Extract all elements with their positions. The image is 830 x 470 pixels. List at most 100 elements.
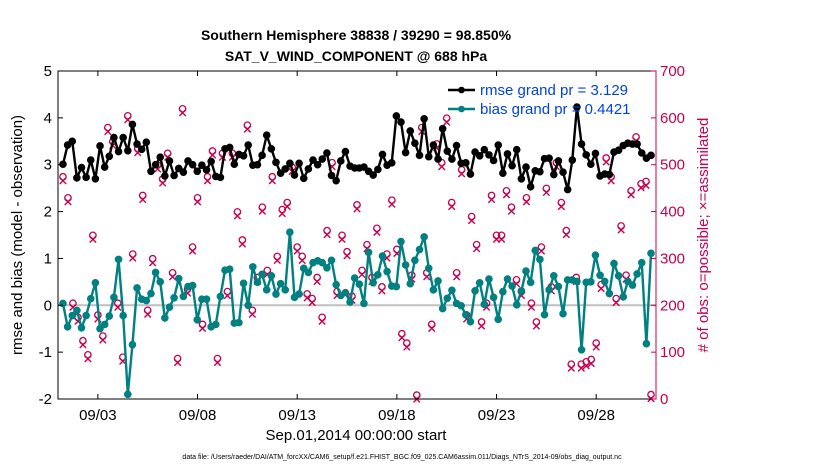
bias-series-point	[531, 246, 540, 255]
rmse-series-point	[193, 167, 202, 176]
bias-series-point	[462, 310, 470, 319]
bias-series-point	[526, 278, 535, 287]
assimilated-obs-marker	[587, 359, 595, 368]
bias-series-point	[545, 286, 553, 294]
rmse-series-point	[77, 163, 86, 172]
bias-series-point	[614, 271, 623, 280]
bias-series-point	[202, 295, 211, 303]
rmse-series-point	[374, 165, 382, 174]
bias-series-point	[119, 311, 127, 320]
y-tick-label: 4	[44, 110, 52, 127]
y-tick-label: 3	[44, 157, 52, 174]
rmse-series-point	[318, 155, 327, 163]
assimilated-obs-marker	[443, 118, 451, 126]
assimilated-obs-marker	[502, 191, 511, 199]
assimilated-obs-marker	[158, 179, 167, 187]
bias-series-point	[267, 271, 276, 280]
rmse-series-point	[452, 141, 461, 150]
rmse-series-point	[225, 143, 234, 152]
bias-series-point	[193, 316, 202, 324]
rmse-series-point	[633, 140, 641, 148]
bias-series-point	[642, 339, 651, 348]
bias-series-point	[415, 245, 424, 254]
plot-area: -2 -1 0 1 2 3 4 5 0 100 200 300 400 500 600 700 09/03 09/…	[39, 63, 685, 424]
rmse-series-point	[420, 114, 428, 123]
assimilated-obs-marker	[243, 125, 252, 133]
rmse-series-point	[165, 157, 174, 165]
y2-tick-label: 100	[660, 344, 685, 361]
bias-series-point	[110, 293, 118, 302]
assimilated-obs-marker	[213, 358, 222, 367]
y2-tick-label: 0	[660, 391, 668, 408]
rmse-series-point	[156, 153, 165, 162]
y-tick-label: -1	[39, 344, 52, 361]
bias-series-point	[295, 290, 303, 298]
bias-series-point	[355, 280, 364, 289]
rmse-series-point	[86, 156, 95, 164]
bias-series-point	[124, 390, 132, 399]
assimilated-obs-marker	[522, 198, 531, 206]
rmse-series-point	[536, 167, 544, 176]
rmse-series-point	[392, 112, 401, 120]
plot-background	[58, 71, 656, 399]
rmse-series-point	[411, 139, 419, 147]
assimilated-obs-marker	[497, 235, 506, 244]
assimilated-obs-marker	[168, 273, 177, 281]
bias-series-point	[475, 278, 484, 287]
rmse-series-point	[360, 163, 368, 171]
assimilated-obs-marker	[353, 205, 361, 213]
assimilated-obs-marker	[428, 324, 436, 333]
bias-series-point	[318, 258, 327, 267]
assimilated-obs-marker	[188, 247, 197, 255]
bias-series-point	[151, 268, 160, 277]
x-axis-label: Sep.01,2014 00:00:00 start	[266, 427, 448, 444]
assimilated-obs-marker	[144, 310, 152, 319]
bias-series-point	[211, 320, 220, 329]
rmse-series-point	[559, 168, 567, 177]
rmse-series-point	[434, 155, 442, 163]
assimilated-obs-marker	[637, 184, 645, 192]
bias-series-point	[411, 256, 419, 265]
bias-series-point	[438, 304, 447, 313]
bias-series-point	[262, 286, 271, 294]
rmse-series-point	[179, 168, 188, 177]
assimilated-obs-marker	[338, 235, 346, 244]
legend-entry: bias grand pr = 0.4421	[480, 101, 631, 118]
rmse-series-point	[401, 148, 410, 157]
rmse-series-point	[387, 159, 396, 167]
rmse-series-point	[647, 151, 655, 160]
bias-series-point	[559, 309, 567, 318]
bias-series-point	[77, 323, 86, 332]
rmse-series-point	[124, 146, 132, 155]
assimilated-obs-marker	[223, 291, 232, 300]
x-tick-label: 09/18	[378, 407, 416, 424]
assimilated-obs-marker	[542, 188, 551, 197]
rmse-series-point	[309, 156, 317, 164]
assimilated-obs-marker	[318, 317, 326, 326]
y2-tick-label: 500	[660, 157, 685, 174]
assimilated-obs-marker	[178, 109, 187, 117]
rmse-series-point	[137, 145, 146, 154]
y-axis-label: rmse and bias (model - observation)	[9, 115, 26, 355]
bias-series-point	[429, 286, 438, 294]
bias-series-point	[587, 278, 595, 286]
bias-series-point	[281, 286, 290, 294]
assimilated-obs-marker	[527, 303, 536, 311]
assimilated-obs-marker	[607, 177, 615, 185]
bias-series-point	[272, 290, 280, 298]
rmse-series-point	[494, 141, 503, 149]
rmse-series-point	[512, 145, 521, 154]
assimilated-obs-marker	[308, 298, 316, 307]
rmse-series-point	[424, 152, 433, 161]
rmse-series-point	[614, 146, 623, 154]
assimilated-obs-marker	[278, 209, 286, 218]
rmse-series-point	[96, 142, 104, 150]
rmse-series-point	[480, 145, 489, 154]
bias-series-point	[512, 301, 521, 309]
bias-series-point	[424, 264, 433, 273]
rmse-series-point	[262, 131, 271, 139]
assimilated-obs-marker	[537, 247, 546, 255]
rmse-series-point	[258, 151, 266, 160]
assimilated-obs-marker	[298, 256, 306, 265]
legend-entry: rmse grand pr = 3.129	[480, 82, 628, 99]
